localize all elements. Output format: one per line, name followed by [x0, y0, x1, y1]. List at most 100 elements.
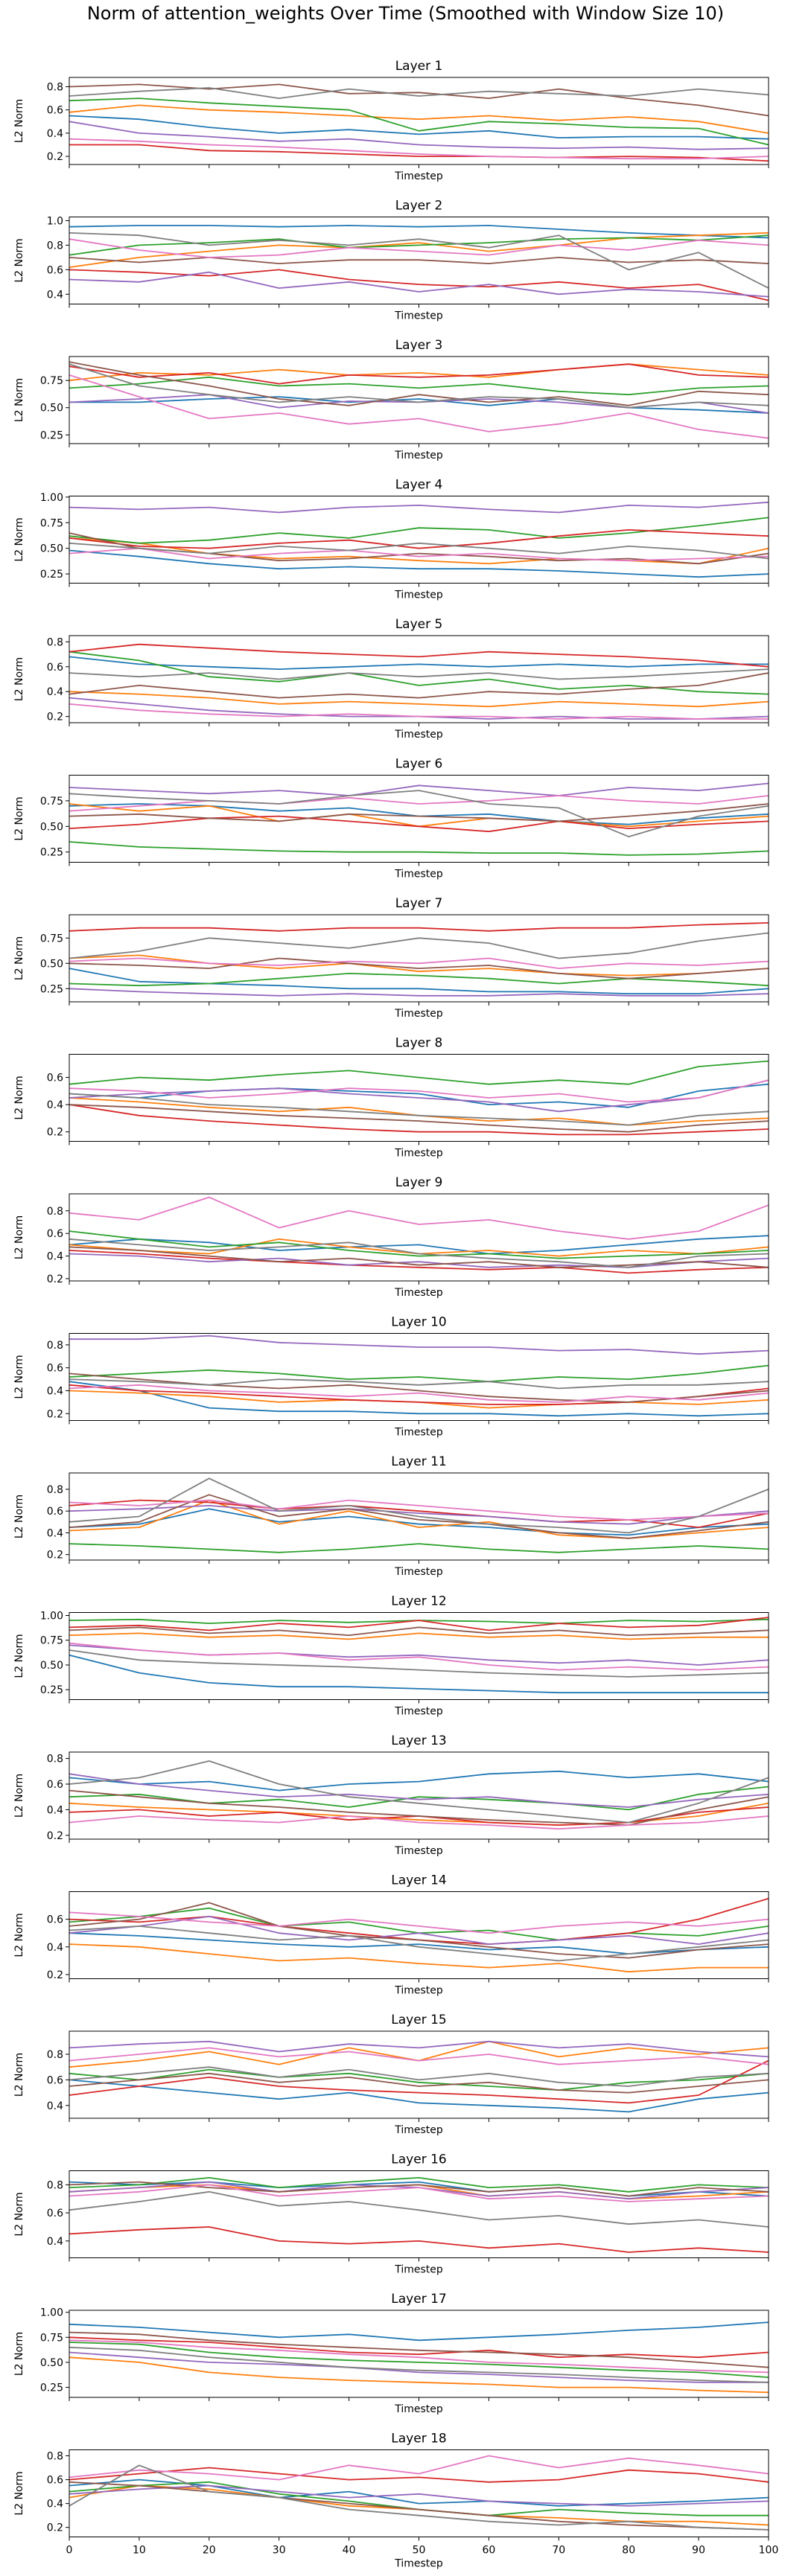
series-line-5	[69, 2040, 769, 2058]
series-line-7	[69, 138, 769, 160]
y-tick-label: 0.8	[47, 1754, 63, 1765]
series-line-2	[69, 2356, 769, 2394]
series-line-2	[69, 954, 769, 977]
y-tick-label: 0.8	[47, 2049, 63, 2061]
subplot-layer-6: Layer 6 0.25 0.50 0.75 Timestep L2 Norm	[13, 757, 769, 880]
series-line-8	[69, 2464, 769, 2531]
y-tick-label: 0.25	[40, 847, 63, 859]
series-line-4	[69, 2467, 769, 2483]
series-line-1	[69, 968, 769, 994]
series-line-6	[69, 83, 769, 117]
x-axis-label: Timestep	[394, 1706, 443, 1718]
series-line-3	[69, 2176, 769, 2193]
subplot-title: Layer 6	[395, 757, 443, 772]
x-tick-label: 80	[622, 2545, 635, 2557]
x-axis-label: Timestep	[394, 729, 443, 741]
x-axis-label: Timestep	[394, 2264, 443, 2276]
series-line-6	[69, 2181, 769, 2197]
series-line-4	[69, 922, 769, 932]
series-line-7	[69, 957, 769, 969]
subplot-title: Layer 14	[391, 1873, 446, 1888]
series-line-1	[69, 225, 769, 239]
series-line-7	[69, 703, 769, 720]
series-line-4	[69, 2059, 769, 2104]
series-line-4	[69, 144, 769, 162]
series-line-5	[69, 2351, 769, 2383]
y-tick-label: 0.8	[47, 240, 63, 252]
series-line-8	[69, 1925, 769, 1962]
series-line-4	[69, 1104, 769, 1136]
y-axis-label: L2 Norm	[13, 936, 25, 980]
subplot-layer-5: Layer 5 0.2 0.4 0.6 0.8 Timestep L2 Norm	[13, 617, 769, 741]
series-line-2	[69, 2040, 769, 2068]
series-line-1	[69, 2181, 769, 2197]
series-line-7	[69, 1815, 769, 1830]
subplot-title: Layer 17	[391, 2292, 446, 2307]
series-line-4	[69, 815, 769, 833]
axes-frame	[69, 1751, 769, 1840]
subplot-title: Layer 18	[391, 2432, 446, 2446]
series-line-2	[69, 1943, 769, 1973]
series-line-6	[69, 1626, 769, 1637]
x-axis-label: Timestep	[394, 2403, 443, 2415]
series-line-6	[69, 2331, 769, 2368]
series-line-5	[69, 782, 769, 796]
y-tick-label: 0.4	[47, 1804, 63, 1816]
y-tick-label: 0.6	[47, 2208, 63, 2219]
series-line-5	[69, 1253, 769, 1268]
x-tick-label: 70	[552, 2545, 565, 2557]
y-tick-label: 0.25	[40, 1684, 63, 1696]
x-tick-label: 100	[759, 2545, 779, 2557]
subplot-title: Layer 8	[395, 1036, 443, 1051]
y-tick-label: 0.75	[40, 2332, 63, 2344]
series-line-8	[69, 1093, 769, 1126]
series-line-7	[69, 1079, 769, 1103]
series-line-1	[69, 1654, 769, 1694]
y-tick-label: 1.0	[47, 215, 63, 227]
subplot-layer-3: Layer 3 0.25 0.50 0.75 Timestep L2 Norm	[13, 338, 769, 461]
series-line-5	[69, 1079, 769, 1113]
y-tick-label: 0.25	[40, 429, 63, 441]
y-tick-label: 0.2	[47, 712, 63, 723]
series-line-4	[69, 2336, 769, 2359]
y-tick-label: 0.4	[47, 289, 63, 301]
subplot-layer-12: Layer 12 0.25 0.50 0.75 1.00 Timestep L2 Norm	[13, 1594, 769, 1718]
series-line-5	[69, 271, 769, 298]
series-line-8	[69, 932, 769, 959]
series-line-7	[69, 1384, 769, 1403]
subplot-layer-2: Layer 2 0.4 0.6 0.8 1.0 Timestep L2 Norm	[13, 199, 769, 322]
y-tick-label: 0.50	[40, 2357, 63, 2369]
series-line-8	[69, 2346, 769, 2383]
y-tick-label: 0.8	[47, 2451, 63, 2463]
series-line-1	[69, 1235, 769, 1255]
x-tick-label: 60	[482, 2545, 495, 2557]
x-axis-label: Timestep	[394, 310, 443, 322]
y-tick-label: 0.4	[47, 1385, 63, 1397]
series-line-7	[69, 1196, 769, 1240]
y-axis-label: L2 Norm	[13, 1774, 25, 1818]
y-tick-label: 0.8	[47, 81, 63, 93]
y-tick-label: 0.6	[47, 1779, 63, 1791]
axes-frame	[69, 1891, 769, 1979]
series-line-5	[69, 1505, 769, 1525]
y-tick-label: 0.2	[47, 1408, 63, 1420]
y-tick-label: 0.50	[40, 1660, 63, 1672]
series-line-5	[69, 988, 769, 997]
y-tick-label: 0.6	[47, 2074, 63, 2086]
y-tick-label: 0.6	[47, 1228, 63, 1240]
y-tick-label: 0.6	[47, 1914, 63, 1926]
y-axis-label: L2 Norm	[13, 378, 25, 422]
y-tick-label: 0.6	[47, 1073, 63, 1084]
subplot-layer-17: Layer 17 0.25 0.50 0.75 1.00 Timestep L2 Norm	[13, 2292, 769, 2415]
series-line-5	[69, 1335, 769, 1355]
y-tick-label: 0.4	[47, 1527, 63, 1539]
series-line-7	[69, 374, 769, 439]
series-line-7	[69, 2184, 769, 2202]
series-line-2	[69, 104, 769, 134]
series-line-1	[69, 1932, 769, 1955]
y-tick-label: 0.4	[47, 2499, 63, 2511]
series-line-1	[69, 2321, 769, 2342]
series-line-4	[69, 363, 769, 385]
y-tick-label: 0.75	[40, 1635, 63, 1647]
series-line-8	[69, 2190, 769, 2228]
